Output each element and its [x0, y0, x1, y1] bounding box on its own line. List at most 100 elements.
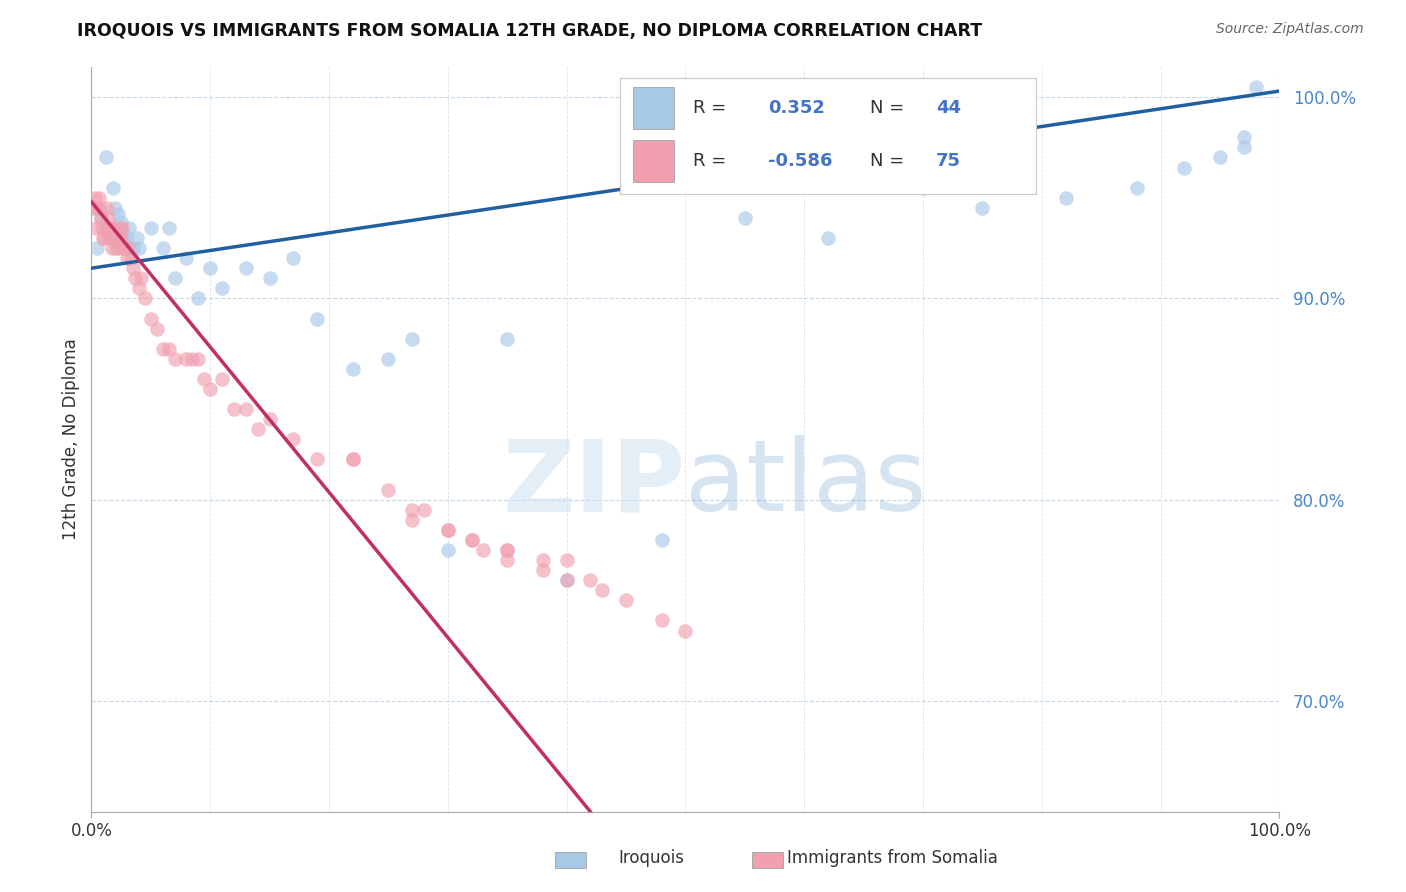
Point — [591, 583, 613, 598]
Point — [84, 191, 107, 205]
Point — [496, 332, 519, 346]
Point — [436, 523, 458, 537]
Point — [555, 573, 578, 587]
Point — [90, 211, 112, 225]
Text: atlas: atlas — [685, 435, 927, 533]
Point — [87, 191, 110, 205]
Point — [496, 543, 519, 558]
Point — [531, 563, 554, 577]
Point — [651, 614, 673, 628]
Point — [496, 553, 519, 567]
Point — [105, 241, 128, 255]
Point — [817, 231, 839, 245]
Point — [134, 292, 156, 306]
Point — [235, 261, 257, 276]
Point — [211, 372, 233, 386]
Point — [176, 351, 198, 366]
Point — [107, 241, 129, 255]
Point — [145, 321, 167, 335]
Point — [283, 432, 305, 446]
Point — [413, 502, 436, 516]
Point — [94, 151, 117, 165]
Point — [1233, 140, 1256, 154]
Point — [187, 351, 209, 366]
Point — [342, 362, 364, 376]
Point — [673, 624, 696, 638]
Text: Iroquois: Iroquois — [619, 849, 685, 867]
Point — [211, 281, 233, 295]
Point — [110, 231, 132, 245]
Point — [120, 251, 142, 265]
Point — [122, 261, 145, 276]
Point — [460, 533, 482, 547]
Point — [555, 553, 578, 567]
Point — [103, 221, 125, 235]
Point — [246, 422, 269, 436]
Point — [112, 241, 135, 255]
Point — [115, 231, 138, 245]
Point — [472, 543, 495, 558]
Point — [1054, 191, 1077, 205]
Point — [114, 241, 136, 255]
Point — [342, 452, 364, 467]
Point — [157, 221, 180, 235]
Point — [139, 311, 162, 326]
Point — [193, 372, 215, 386]
Point — [734, 211, 756, 225]
Point — [911, 180, 934, 194]
Text: Source: ZipAtlas.com: Source: ZipAtlas.com — [1216, 22, 1364, 37]
Point — [200, 261, 222, 276]
Point — [401, 332, 423, 346]
Point — [377, 351, 399, 366]
Point — [152, 342, 174, 356]
Point — [115, 251, 138, 265]
Point — [86, 241, 108, 255]
Point — [83, 201, 105, 215]
Point — [401, 502, 423, 516]
Point — [152, 241, 174, 255]
Point — [117, 241, 139, 255]
Point — [1173, 161, 1195, 175]
Point — [107, 231, 129, 245]
Point — [94, 221, 117, 235]
Point — [124, 271, 146, 285]
Point — [96, 201, 118, 215]
Point — [163, 271, 186, 285]
Point — [307, 452, 329, 467]
Point — [86, 201, 108, 215]
Point — [1126, 180, 1149, 194]
Point — [100, 241, 122, 255]
Point — [579, 573, 602, 587]
Point — [259, 271, 281, 285]
Point — [100, 231, 122, 245]
Point — [283, 251, 305, 265]
Point — [93, 231, 115, 245]
Point — [128, 281, 150, 295]
Point — [1209, 151, 1232, 165]
Point — [496, 543, 519, 558]
Text: Immigrants from Somalia: Immigrants from Somalia — [787, 849, 998, 867]
Point — [125, 231, 148, 245]
Point — [128, 241, 150, 255]
Point — [181, 351, 204, 366]
Point — [163, 351, 186, 366]
Point — [104, 231, 127, 245]
Point — [129, 271, 152, 285]
Point — [972, 201, 994, 215]
Point — [342, 452, 364, 467]
Text: IROQUOIS VS IMMIGRANTS FROM SOMALIA 12TH GRADE, NO DIPLOMA CORRELATION CHART: IROQUOIS VS IMMIGRANTS FROM SOMALIA 12TH… — [77, 22, 983, 40]
Point — [401, 513, 423, 527]
Point — [307, 311, 329, 326]
Point — [460, 533, 482, 547]
Point — [555, 573, 578, 587]
Point — [139, 221, 162, 235]
Point — [187, 292, 209, 306]
Point — [259, 412, 281, 426]
Text: ZIP: ZIP — [502, 435, 685, 533]
Point — [157, 342, 180, 356]
Point — [614, 593, 637, 607]
Point — [436, 523, 458, 537]
Y-axis label: 12th Grade, No Diploma: 12th Grade, No Diploma — [62, 338, 80, 541]
Point — [90, 211, 112, 225]
Point — [112, 231, 135, 245]
